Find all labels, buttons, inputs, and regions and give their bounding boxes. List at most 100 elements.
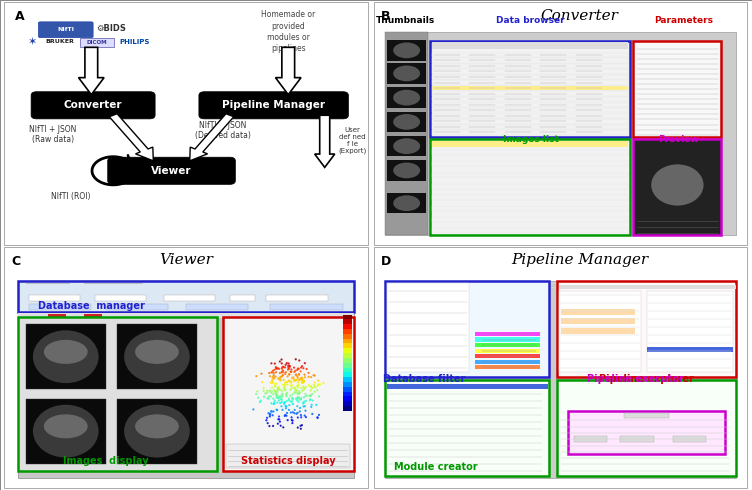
- Point: [272, 394, 284, 402]
- Point: [282, 364, 294, 371]
- Bar: [432, 206, 628, 211]
- Point: [295, 425, 307, 433]
- Point: [299, 407, 311, 415]
- Point: [283, 360, 295, 368]
- Point: [298, 386, 310, 393]
- Point: [271, 393, 283, 401]
- Point: [293, 387, 305, 395]
- Text: Images list: Images list: [503, 135, 559, 144]
- Point: [310, 383, 322, 391]
- Ellipse shape: [135, 415, 179, 439]
- Point: [295, 364, 307, 371]
- Point: [272, 385, 284, 392]
- Text: Pipeline explorer: Pipeline explorer: [599, 373, 694, 384]
- Point: [252, 394, 264, 402]
- Point: [296, 379, 308, 387]
- Point: [285, 368, 297, 376]
- Bar: [432, 64, 628, 68]
- Bar: [387, 384, 547, 389]
- Point: [279, 399, 291, 407]
- Point: [279, 412, 291, 420]
- Bar: [186, 304, 248, 310]
- Bar: [432, 150, 628, 155]
- Bar: [18, 281, 354, 478]
- Point: [281, 378, 293, 386]
- Point: [293, 370, 305, 378]
- Point: [250, 390, 262, 398]
- Point: [262, 394, 274, 402]
- Bar: [29, 304, 91, 310]
- Point: [277, 368, 290, 376]
- Point: [271, 406, 283, 414]
- Point: [312, 382, 324, 390]
- Point: [284, 370, 296, 378]
- Point: [305, 395, 317, 403]
- Point: [298, 393, 310, 401]
- Bar: [29, 295, 80, 301]
- Point: [266, 373, 278, 381]
- Point: [279, 411, 291, 419]
- Text: NIfTI + JSON
(Derived data): NIfTI + JSON (Derived data): [195, 121, 250, 140]
- Point: [289, 384, 301, 392]
- Bar: [531, 284, 575, 287]
- Point: [311, 414, 323, 421]
- Point: [286, 398, 298, 406]
- Point: [299, 402, 311, 410]
- Ellipse shape: [124, 330, 190, 383]
- Point: [264, 411, 276, 419]
- Bar: [343, 348, 352, 353]
- Bar: [387, 112, 426, 132]
- Point: [269, 382, 281, 390]
- Point: [265, 360, 277, 368]
- Bar: [475, 338, 540, 342]
- Text: Statistics display: Statistics display: [241, 456, 335, 466]
- Point: [276, 393, 288, 401]
- Point: [271, 392, 284, 400]
- Point: [279, 381, 291, 389]
- Point: [297, 379, 309, 387]
- Point: [300, 413, 312, 421]
- Point: [284, 397, 296, 405]
- Ellipse shape: [44, 340, 88, 364]
- Point: [281, 372, 293, 380]
- Point: [276, 396, 288, 404]
- Bar: [343, 372, 352, 377]
- Point: [284, 363, 296, 370]
- Text: Viewer: Viewer: [151, 166, 192, 176]
- Point: [276, 365, 288, 372]
- Point: [296, 375, 308, 383]
- Point: [292, 389, 304, 397]
- Bar: [385, 31, 736, 235]
- Point: [283, 395, 295, 403]
- Text: PHILIPS: PHILIPS: [120, 39, 150, 45]
- Bar: [385, 31, 428, 235]
- Text: ✶: ✶: [29, 37, 38, 47]
- Point: [283, 370, 295, 378]
- Point: [269, 383, 281, 391]
- Point: [306, 390, 318, 398]
- Ellipse shape: [393, 114, 420, 130]
- Point: [273, 416, 285, 423]
- Bar: [343, 392, 352, 396]
- Point: [277, 382, 290, 390]
- Point: [290, 388, 302, 396]
- Bar: [343, 382, 352, 387]
- Point: [285, 409, 297, 416]
- Point: [282, 362, 294, 369]
- Point: [266, 384, 278, 392]
- Point: [296, 374, 308, 382]
- Point: [277, 381, 290, 389]
- Point: [280, 361, 292, 369]
- PathPatch shape: [78, 48, 104, 95]
- Bar: [432, 80, 628, 85]
- Point: [279, 379, 291, 387]
- Point: [287, 395, 299, 403]
- Point: [265, 379, 277, 387]
- Bar: [343, 368, 352, 372]
- Point: [272, 383, 284, 391]
- Point: [265, 408, 277, 416]
- Point: [290, 386, 302, 394]
- Point: [292, 424, 304, 432]
- Point: [280, 391, 292, 398]
- Bar: [164, 295, 215, 301]
